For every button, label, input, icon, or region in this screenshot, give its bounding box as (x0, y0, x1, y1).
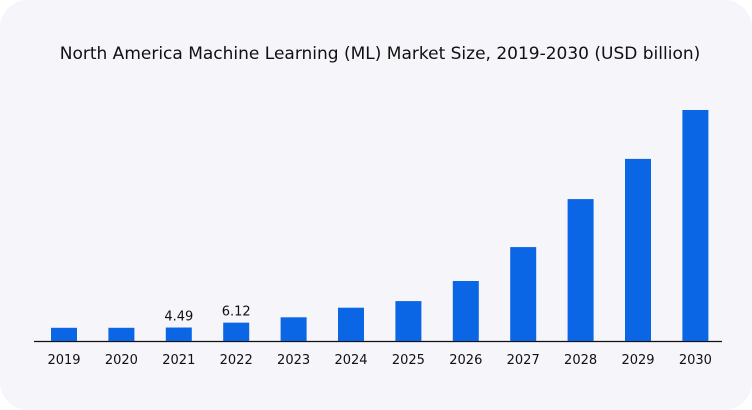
chart-title: North America Machine Learning (ML) Mark… (59, 44, 701, 64)
x-tick-label: 2021 (162, 353, 195, 368)
x-tick-label: 2027 (507, 353, 540, 368)
x-tick-label: 2019 (47, 353, 80, 368)
bar-2026 (452, 281, 479, 341)
x-tick-label: 2020 (105, 353, 138, 368)
bar-2025 (395, 301, 422, 341)
x-tick-label: 2028 (564, 353, 597, 368)
bar-2021 (165, 327, 192, 341)
bar-2019 (51, 327, 77, 341)
bar-2027 (510, 247, 537, 341)
x-tick-label: 2022 (220, 353, 253, 368)
x-tick-label: 2026 (449, 353, 482, 368)
x-tick-label: 2029 (621, 353, 654, 368)
x-tick-label: 2024 (334, 353, 367, 368)
bar-2022 (223, 322, 250, 341)
bar-2024 (338, 307, 364, 341)
bar-2023 (280, 317, 307, 341)
bar-2028 (567, 199, 594, 341)
data-label: 6.12 (222, 305, 251, 320)
bar-2030 (682, 110, 709, 341)
bar-2020 (108, 327, 135, 341)
x-tick-label: 2025 (392, 353, 425, 368)
x-tick-label: 2030 (679, 353, 712, 368)
bar-2029 (625, 158, 651, 341)
x-tick-label: 2023 (277, 353, 310, 368)
data-label: 4.49 (164, 310, 193, 325)
